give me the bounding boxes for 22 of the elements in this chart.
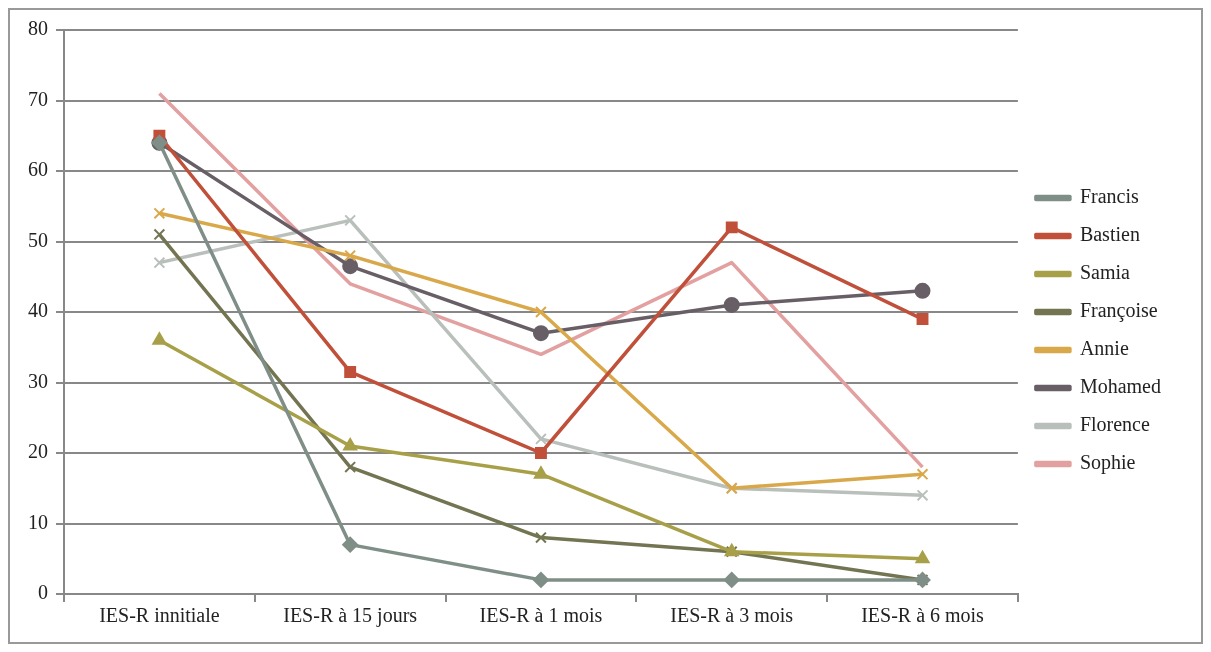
legend-label: Annie [1079,337,1129,360]
y-tick-label: 60 [28,158,48,181]
y-tick-label: 80 [28,17,48,40]
y-tick-label: 40 [28,299,48,322]
x-tick-label: IES-R innitiale [99,604,220,627]
legend-label: Samia [1079,261,1131,284]
legend-label: Sophie [1079,451,1136,475]
y-tick-label: 10 [28,510,48,533]
x-tick-label: IES-R à 3 mois [670,604,794,627]
y-tick-label: 70 [28,87,48,110]
x-tick-label: IES-R à 15 jours [283,604,418,628]
y-tick-label: 20 [28,440,48,463]
x-tick-label: IES-R à 6 mois [861,604,985,627]
y-tick-label: 30 [28,369,48,392]
legend-label: Bastien [1079,223,1140,246]
legend-label: Florence [1079,413,1150,436]
x-tick-label: IES-R à 1 mois [479,604,603,627]
legend-label: Francis [1079,185,1139,208]
legend-label: Mohamed [1079,375,1161,398]
y-tick-label: 0 [38,581,48,604]
legend-label: Françoise [1079,299,1158,323]
y-tick-label: 50 [28,228,48,251]
